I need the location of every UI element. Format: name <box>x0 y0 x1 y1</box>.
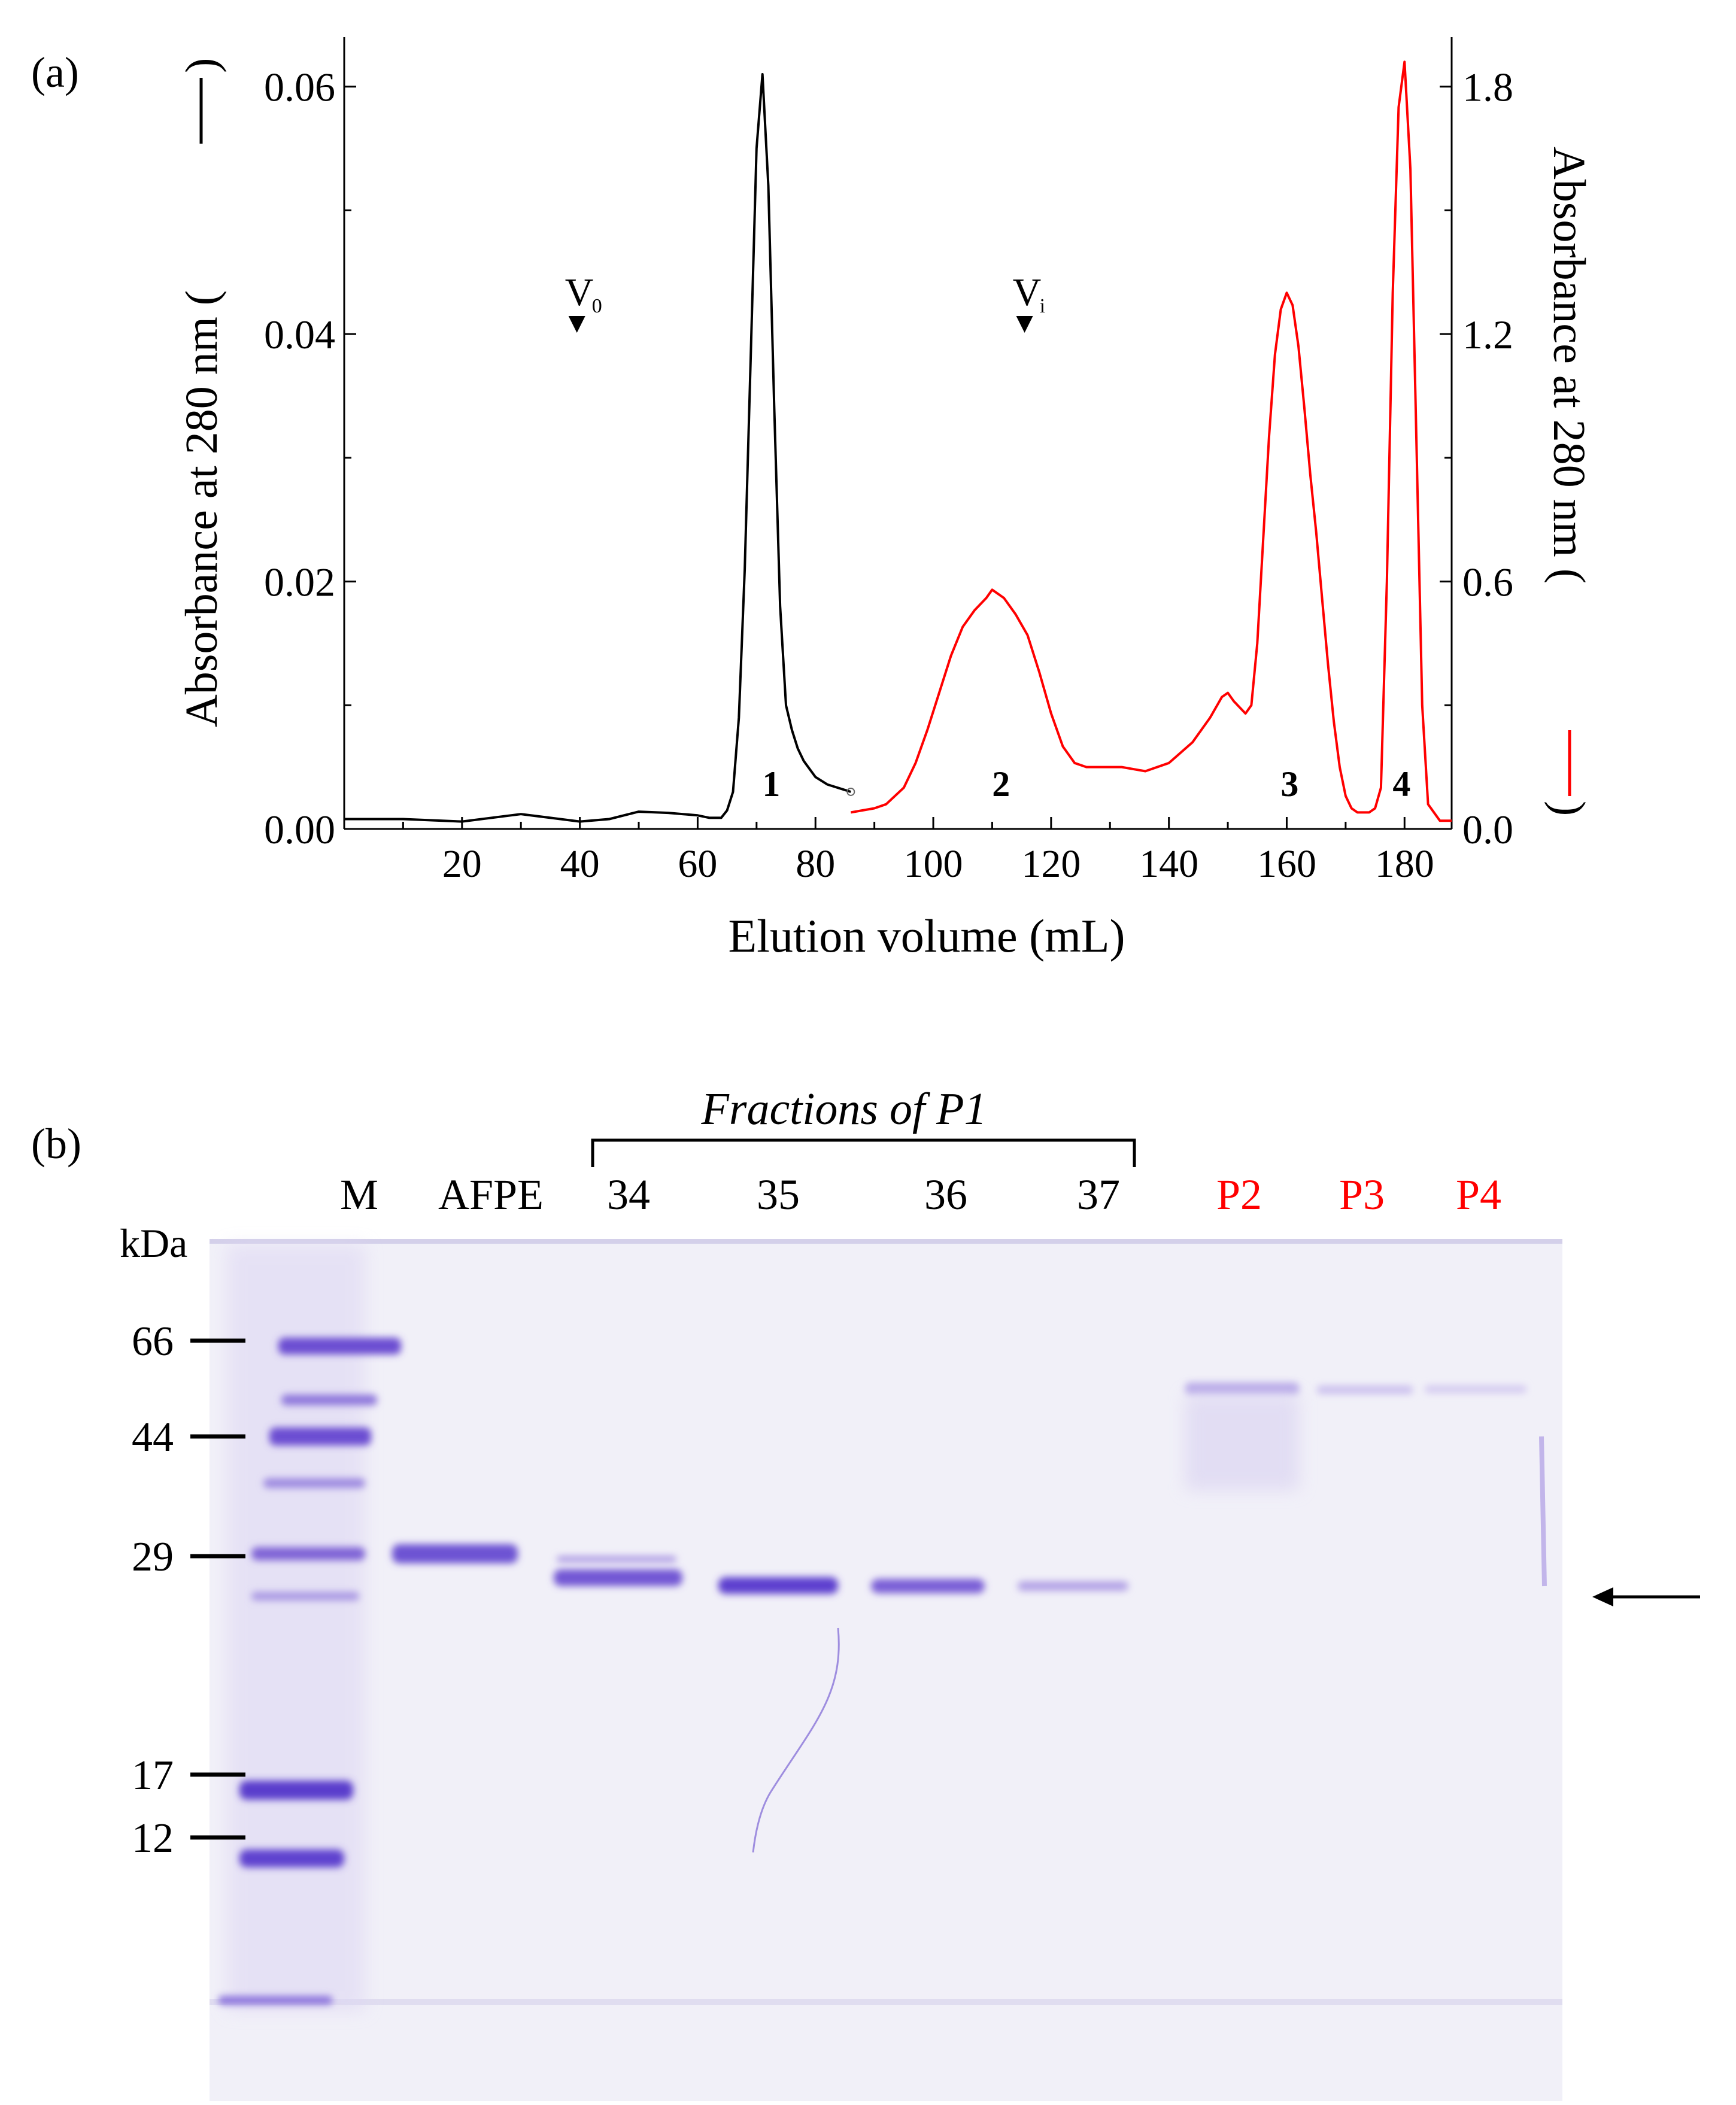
fraction-35-band <box>718 1577 838 1594</box>
kda-tick-label: 66 <box>132 1319 174 1365</box>
fraction-34-upper-band <box>557 1556 676 1562</box>
afpe-band <box>392 1544 518 1563</box>
marker-band-24 <box>251 1592 359 1600</box>
left-tick-label: 0.06 <box>264 65 335 110</box>
lane-label: 37 <box>1077 1171 1120 1219</box>
down-triangle-icon <box>568 316 585 333</box>
gel-crack <box>752 1627 840 1853</box>
x-tick-label: 140 <box>1139 842 1198 886</box>
x-tick-label: 80 <box>796 842 835 886</box>
marker-band-17 <box>239 1781 353 1800</box>
volume-marker-subscript: 0 <box>592 295 602 317</box>
kda-tick-label: 44 <box>132 1414 174 1460</box>
kda-markers: 66 44 29 17 12 <box>132 1319 245 1861</box>
peak-label: 1 <box>762 764 780 804</box>
volume-marker: Vi <box>1013 271 1045 333</box>
lane-label: 34 <box>607 1171 650 1219</box>
left-axis-title-group: Absorbance at 280 nm ( ) <box>177 58 227 727</box>
kda-tick-label: 17 <box>132 1752 174 1799</box>
series-join-marker <box>846 787 855 796</box>
fraction-bracket <box>591 1138 1136 1167</box>
volume-marker-subscript: i <box>1040 295 1045 317</box>
p4-band <box>1425 1386 1526 1393</box>
peak-label: 4 <box>1392 764 1410 804</box>
right-axis-title: Absorbance at 280 nm ( <box>1544 147 1594 584</box>
marker-band-66 <box>278 1338 401 1354</box>
panel-b-label: (b) <box>31 1120 81 1168</box>
peak-label: 2 <box>992 764 1010 804</box>
lane-label: P3 <box>1339 1171 1385 1219</box>
x-axis-title: Elution volume (mL) <box>729 910 1125 962</box>
p2-band <box>1185 1383 1299 1395</box>
left-y-ticks: 0.00 0.02 0.04 0.06 <box>264 65 356 852</box>
peak-label: 3 <box>1280 764 1298 804</box>
x-tick-label: 180 <box>1375 842 1434 886</box>
left-arrow-head <box>1592 1587 1613 1606</box>
panel-a-label: (a) <box>31 48 79 96</box>
marker-band-44 <box>269 1427 371 1445</box>
right-y-ticks: 0.0 0.6 1.2 1.8 <box>1440 65 1513 852</box>
lane-label: P2 <box>1216 1171 1262 1219</box>
left-tick-label: 0.00 <box>264 807 335 852</box>
marker-band-12 <box>239 1849 344 1867</box>
kda-label: kDa <box>120 1220 187 1266</box>
fraction-34-band <box>554 1569 682 1586</box>
lane-label: 35 <box>757 1171 800 1219</box>
gel-top-edge <box>210 1239 1562 1244</box>
marker-lane-smear <box>227 1245 365 2011</box>
x-tick-label: 60 <box>678 842 717 886</box>
chromatogram-panel: (a) 0.000.020.040.06 0.00.61.21.8 20 40 60… <box>31 37 1594 962</box>
lane-label: M <box>340 1171 378 1219</box>
marker-band-36 <box>263 1478 365 1488</box>
kda-tick-label: 12 <box>132 1815 174 1861</box>
p2-smear <box>1185 1395 1299 1490</box>
fraction-37-band <box>1018 1581 1128 1591</box>
sample-bands <box>392 1383 1547 1853</box>
lane-labels: M AFPE 34 35 36 37 P2 P3 P4 <box>340 1171 1501 1219</box>
right-tick-label: 1.2 <box>1462 312 1513 357</box>
marker-bands <box>218 1338 401 2004</box>
right-axis-title-close: ) <box>1544 801 1594 816</box>
marker-band-55 <box>281 1395 377 1405</box>
volume-markers: V0 Vi <box>565 271 1045 333</box>
left-tick-label: 0.02 <box>264 560 335 605</box>
right-tick-label: 0.6 <box>1462 560 1513 605</box>
fraction-36-band <box>871 1579 985 1593</box>
volume-marker-label: V <box>565 271 594 314</box>
right-tick-label: 1.8 <box>1462 65 1513 110</box>
lane-label: 36 <box>924 1171 967 1219</box>
series-black-line <box>344 73 851 823</box>
left-axis-title-close: ) <box>177 58 227 73</box>
left-axis-title: Absorbance at 280 nm ( <box>177 290 227 727</box>
series-red-line <box>850 60 1452 822</box>
x-tick-label: 100 <box>904 842 963 886</box>
right-axis-title-group: Absorbance at 280 nm ( ) <box>1544 147 1594 816</box>
marker-band-dye-front <box>218 1996 332 2004</box>
p3-band <box>1317 1386 1413 1394</box>
left-tick-label: 0.04 <box>264 312 335 357</box>
volume-marker-label: V <box>1013 271 1042 314</box>
x-tick-label: 120 <box>1021 842 1081 886</box>
p4-streak <box>1539 1436 1547 1587</box>
kda-tick-label: 29 <box>132 1534 174 1580</box>
bracket-label: Fractions of P1 <box>700 1084 987 1134</box>
x-tick-label: 160 <box>1257 842 1316 886</box>
volume-marker: V0 <box>565 271 602 333</box>
gel-bottom-front <box>210 1999 1562 2005</box>
down-triangle-icon <box>1016 316 1033 333</box>
x-ticks: 20 40 60 80 100 120 140 160 180 <box>402 817 1434 886</box>
peak-labels: 1 2 3 4 <box>762 764 1410 804</box>
right-tick-label: 0.0 <box>1462 807 1513 852</box>
x-tick-label: 20 <box>442 842 482 886</box>
lane-label: AFPE <box>438 1171 544 1219</box>
sds-page-panel: (b) Fractions of P1 M AFPE 34 35 36 37 P2 P3 P4 … <box>31 1084 1700 2101</box>
x-tick-label: 40 <box>560 842 600 886</box>
marker-band-29 <box>251 1547 365 1560</box>
lane-label: P4 <box>1456 1171 1501 1219</box>
gel-image <box>210 1239 1562 2101</box>
